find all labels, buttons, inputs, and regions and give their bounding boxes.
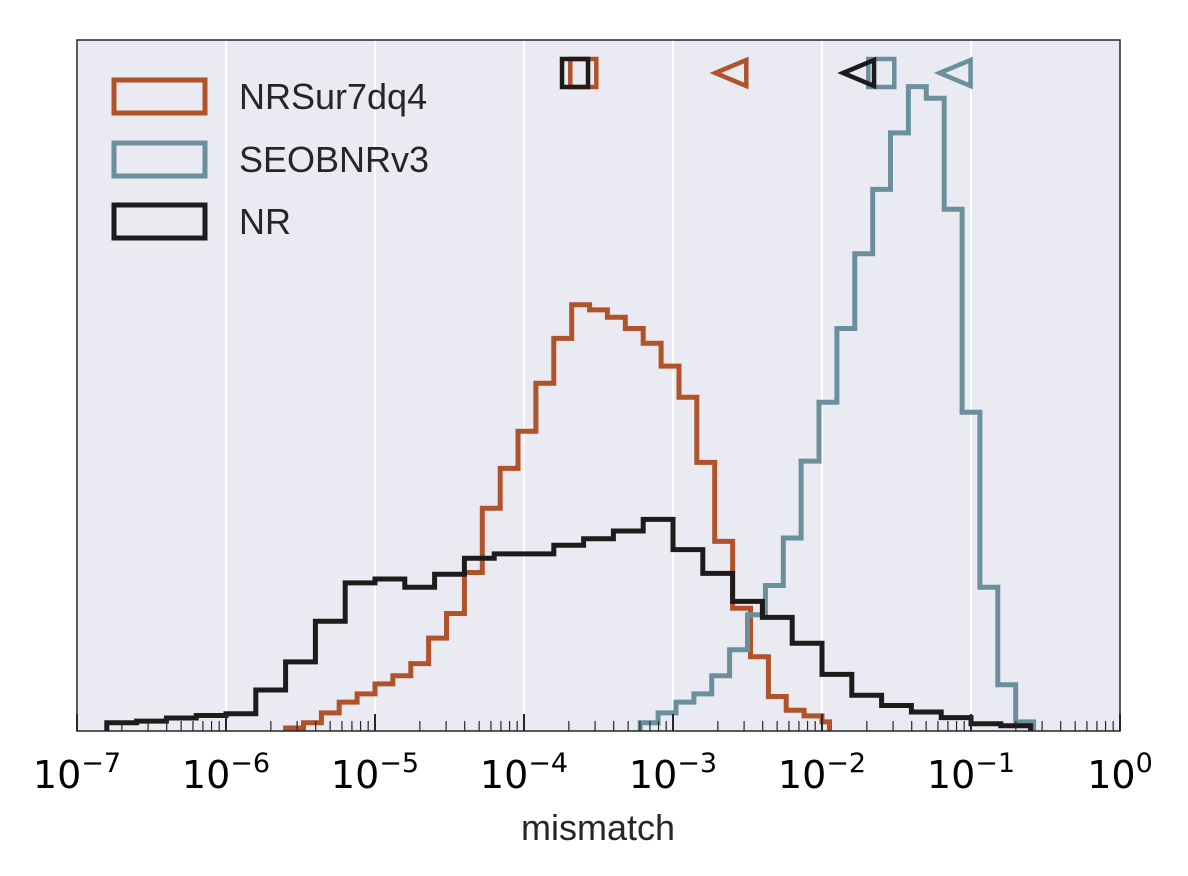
plot-frame: [76, 39, 1121, 732]
series-nr-triangle-marker: [837, 56, 877, 90]
x-tick-label: 10−5: [331, 748, 419, 797]
series-seobnrv3-square-marker: [866, 56, 897, 90]
series-seobnrv3-triangle-marker: [933, 56, 973, 90]
x-tick-label: 100: [1087, 748, 1153, 797]
legend-swatch: [111, 77, 208, 116]
x-axis-label: mismatch: [521, 807, 675, 848]
x-tick-label: 10−3: [629, 748, 717, 797]
x-tick-label: 10−2: [778, 748, 866, 797]
series-nrsur7dq4-histogram: [283, 302, 832, 731]
legend-label: SEOBNRv3: [239, 139, 429, 180]
x-axis-ticks: [76, 714, 1121, 731]
x-tick-label: 10−4: [480, 748, 568, 797]
x-tick-label: 10−6: [182, 748, 270, 797]
x-tick-labels: 10−7 10−6 10−5 10−4 10−3 10−2 10−1 100: [33, 748, 1153, 797]
grid-lines: [225, 40, 972, 731]
series-nr-square-marker: [559, 56, 591, 90]
x-tick-label: 10−1: [927, 748, 1015, 797]
series-nr-histogram: [104, 516, 1034, 731]
series-seobnrv3-histogram: [637, 84, 1037, 731]
histogram-series: [104, 84, 1037, 731]
legend-label: NR: [239, 201, 291, 242]
legend-label: NRSur7dq4: [239, 76, 427, 117]
legend: NRSur7dq4 SEOBNRv3 NR: [111, 76, 429, 242]
legend-swatch: [111, 202, 208, 241]
x-tick-label: 10−7: [33, 748, 121, 797]
summary-markers: [559, 56, 973, 90]
series-nrsur7dq4-triangle-marker: [709, 56, 749, 90]
legend-swatch: [111, 140, 208, 179]
